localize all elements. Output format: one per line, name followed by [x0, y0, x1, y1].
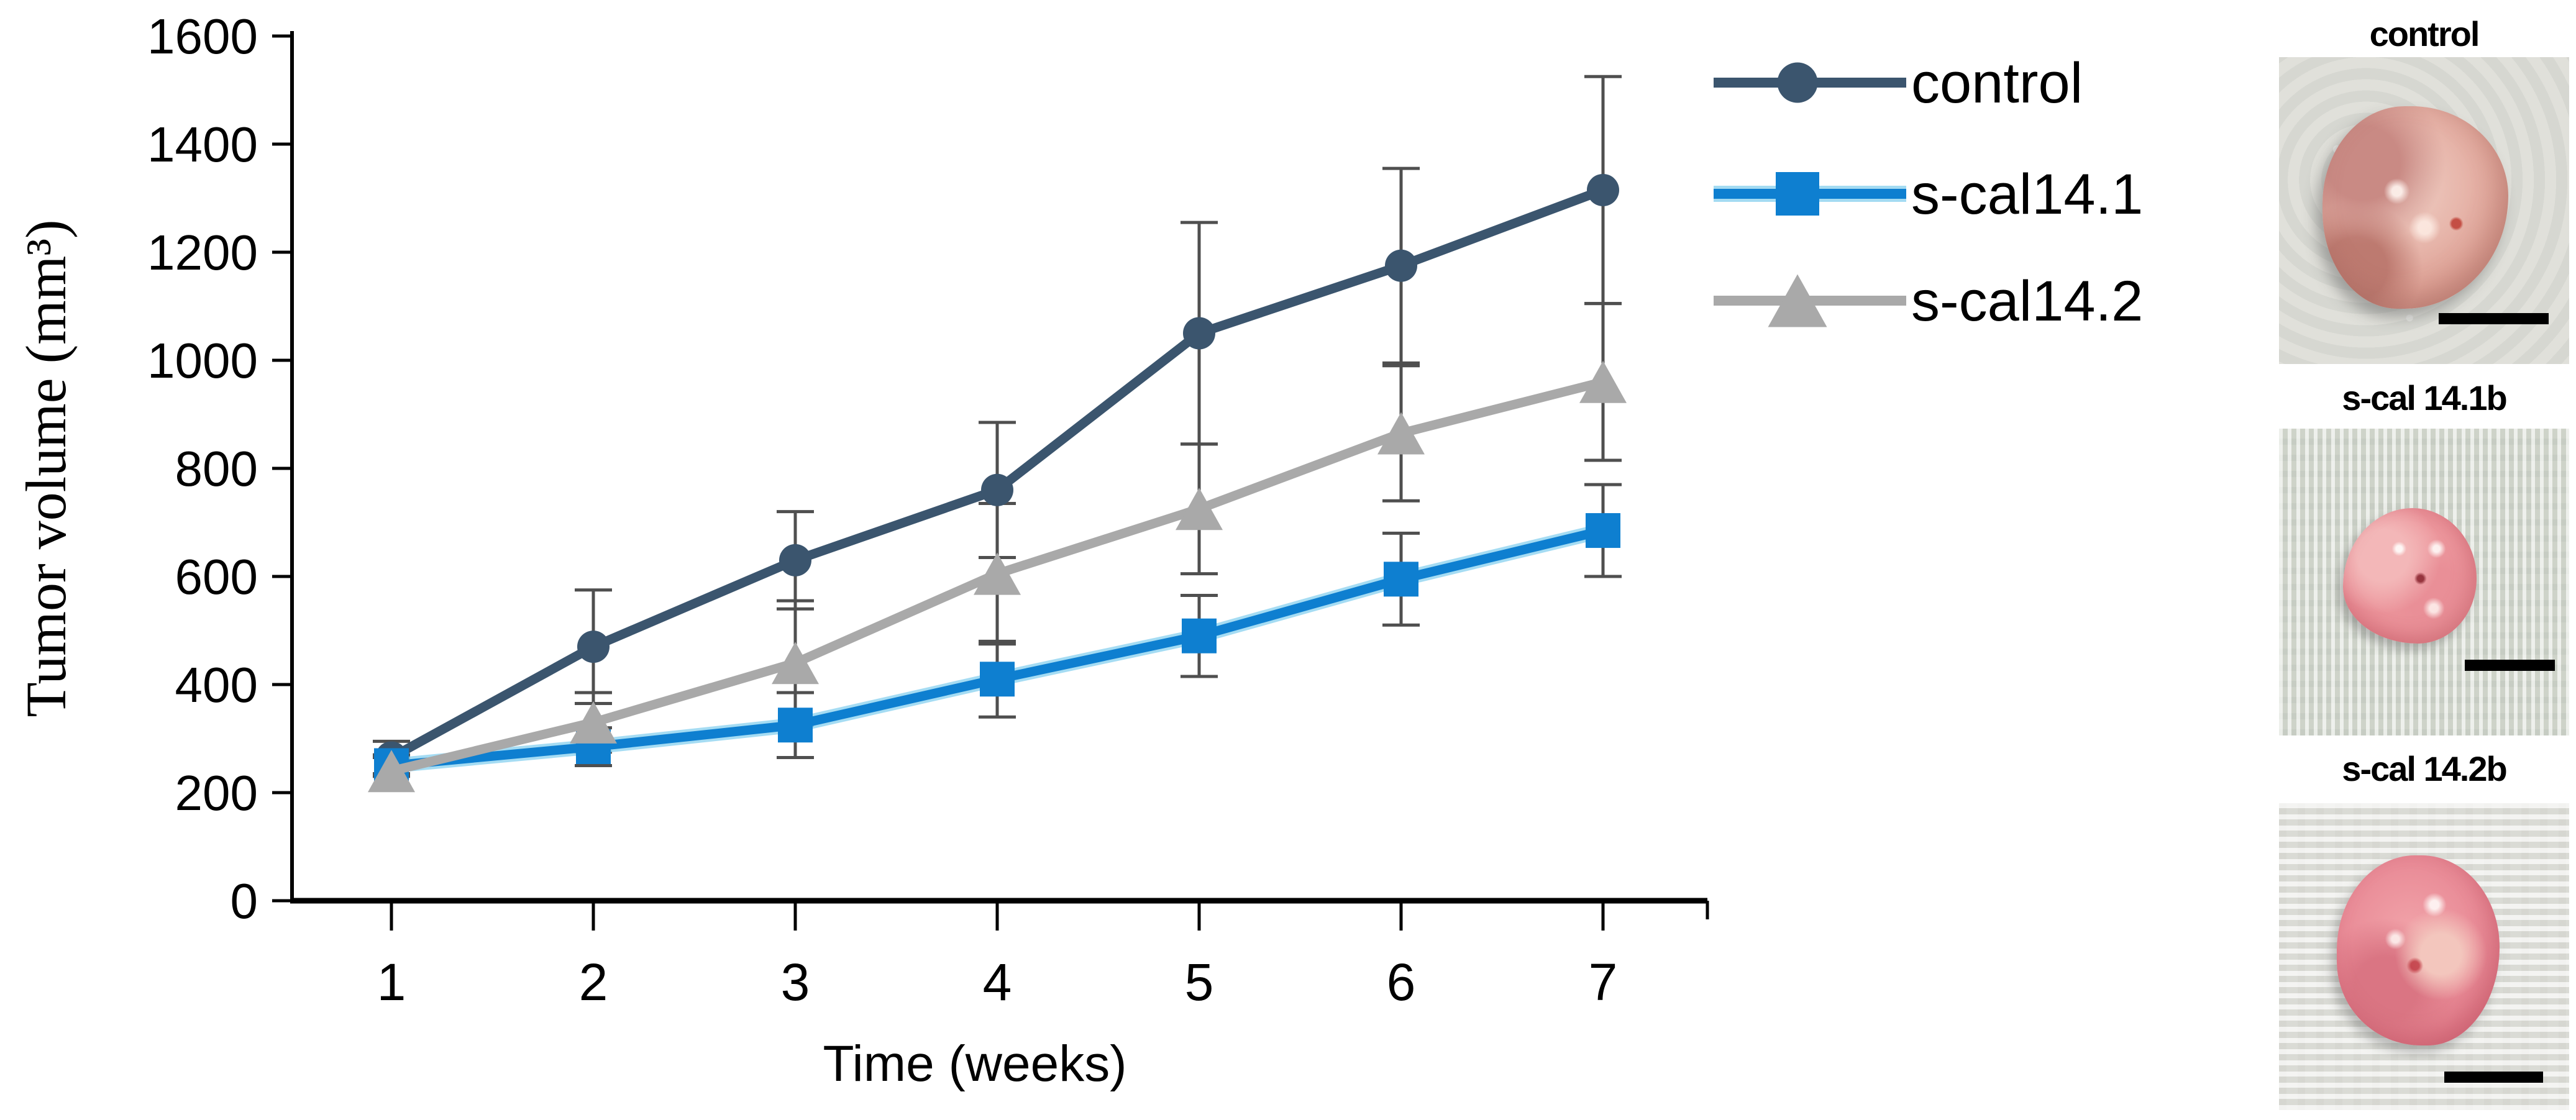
scale-bar — [2438, 312, 2549, 324]
data-point-s-cal14.2b — [1176, 488, 1223, 530]
series-s-cal14.2b — [368, 360, 1627, 793]
data-point-control — [1385, 249, 1417, 282]
photo-label-s-cal-14-1b: s-cal 14.1b — [2342, 378, 2507, 417]
x-tick-label: 7 — [1589, 953, 1618, 1011]
data-point-s-cal14.2b — [1768, 274, 1827, 327]
data-point-s-cal14.1b — [778, 708, 813, 743]
data-point-s-cal14.1b — [980, 662, 1015, 697]
y-tick-label: 800 — [175, 441, 258, 496]
legend: control s-cal14.1b s-cal14.2b — [1714, 52, 2144, 333]
data-point-s-cal14.2b — [1377, 412, 1425, 455]
photo-panel-s-cal-14-1b: s-cal 14.1b — [2262, 378, 2576, 735]
x-axis-title: Time (weeks) — [823, 1036, 1127, 1092]
tumor-photo-s-cal-14-1b — [2279, 429, 2569, 735]
tumor-growth-chart: 0 200 400 600 800 1000 1200 1400 1600 1 2 3 4 5 6 7 Time… — [14, 9, 2144, 1092]
y-tick-label: 0 — [231, 873, 258, 929]
legend-item-s-cal14.1b: s-cal14.1b — [1714, 163, 2144, 226]
data-point-control — [1777, 62, 1818, 103]
photo-panel-control: control — [2262, 0, 2576, 364]
x-tick-label: 5 — [1185, 953, 1214, 1011]
y-tick-label: 1200 — [147, 225, 258, 280]
data-point-control — [577, 631, 610, 663]
data-point-control — [779, 544, 811, 576]
legend-label-s-cal14.2b: s-cal14.2b — [1911, 270, 2144, 333]
tumor-blob-s-cal-14-1b — [2342, 508, 2477, 644]
y-tick-label: 200 — [175, 765, 258, 821]
data-point-s-cal14.1b — [1586, 513, 1620, 549]
y-tick-label: 600 — [175, 549, 258, 604]
data-point-s-cal14.2b — [1579, 360, 1627, 403]
data-point-control — [1587, 173, 1619, 206]
chart-canvas: 0 200 400 600 800 1000 1200 1400 1600 1 2 3 4 5 6 7 Time… — [14, 9, 2144, 1092]
photo-panel-s-cal-14-2b: s-cal 14.2b — [2262, 749, 2576, 1110]
data-point-s-cal14.2b — [772, 642, 819, 685]
x-tick-label: 6 — [1387, 953, 1416, 1011]
data-point-s-cal14.2b — [570, 701, 617, 744]
legend-item-s-cal14.2b: s-cal14.2b — [1714, 270, 2144, 333]
y-tick-label: 1400 — [147, 117, 258, 172]
series-s-cal14.1b — [374, 513, 1620, 783]
tumor-photo-control — [2279, 57, 2569, 364]
data-point-control — [981, 473, 1013, 506]
x-tick-label: 1 — [377, 953, 406, 1011]
x-axis-ticks: 1 2 3 4 5 6 7 — [377, 901, 1709, 1011]
legend-item-control: control — [1714, 52, 2083, 115]
data-point-s-cal14.1b — [1182, 618, 1217, 653]
y-tick-label: 1600 — [147, 9, 258, 64]
y-tick-label: 400 — [175, 657, 258, 713]
x-tick-label: 2 — [579, 953, 608, 1011]
data-point-s-cal14.1b — [1384, 562, 1418, 597]
tumor-blob-s-cal-14-2b — [2337, 855, 2500, 1046]
data-point-s-cal14.2b — [368, 750, 415, 793]
scale-bar — [2444, 1071, 2543, 1083]
legend-label-control: control — [1911, 52, 2083, 115]
tumor-photo-s-cal-14-2b — [2279, 803, 2569, 1110]
y-tick-label: 1000 — [147, 333, 258, 388]
tumor-photos-column: control s-cal 14.1b s-cal 14.2b — [2262, 0, 2576, 1120]
x-tick-label: 4 — [983, 953, 1012, 1011]
data-point-s-cal14.1b — [1776, 172, 1819, 216]
y-axis-title: Tumor volume (mm³) — [14, 219, 78, 717]
legend-label-s-cal14.1b: s-cal14.1b — [1911, 163, 2144, 226]
data-point-s-cal14.2b — [974, 552, 1021, 595]
photo-label-control: control — [2369, 14, 2480, 53]
tumor-blob-control — [2323, 106, 2508, 309]
scale-bar — [2464, 660, 2555, 672]
photo-label-s-cal-14-2b: s-cal 14.2b — [2342, 749, 2507, 788]
y-axis-ticks: 0 200 400 600 800 1000 1200 1400 1600 — [147, 9, 292, 929]
x-tick-label: 3 — [781, 953, 810, 1011]
data-point-control — [1183, 317, 1215, 350]
